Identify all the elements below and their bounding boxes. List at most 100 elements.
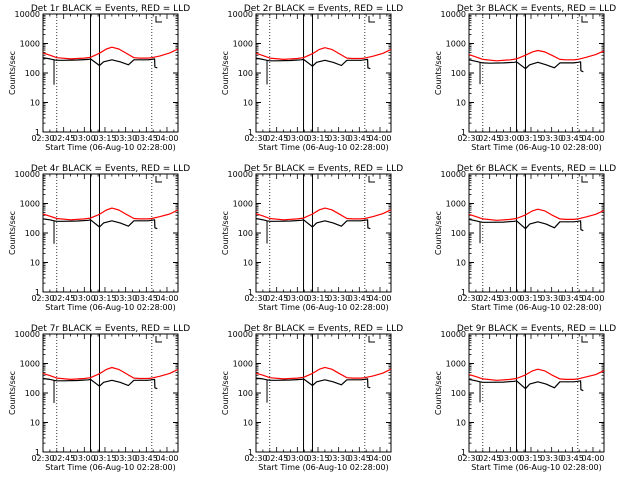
x-tick-label: 03:00 <box>73 454 96 463</box>
y-tick-label: 10 <box>243 99 253 108</box>
y-tick-label: 1 <box>461 448 466 457</box>
plot-frame <box>42 13 179 133</box>
panel-title: Det 5r BLACK = Events, RED = LLD <box>244 164 403 174</box>
chart-panel-det-4r: Det 4r BLACK = Events, RED = LLD 1 10 100 10… <box>8 164 190 312</box>
chart-panel-det-3r: Det 3r BLACK = Events, RED = LLD 1 10 100 10… <box>434 4 616 152</box>
x-tick-label: 02:30 <box>457 454 480 463</box>
y-tick-label: 1000 <box>233 200 253 209</box>
plot-frame <box>255 173 392 293</box>
y-tick-label: 10 <box>30 259 40 268</box>
x-tick-label: 02:45 <box>52 294 75 303</box>
corner-bracket-icon <box>155 336 162 343</box>
x-tick-label: 03:00 <box>499 294 522 303</box>
x-tick-label: 04:00 <box>155 294 178 303</box>
y-tick-label: 10000 <box>441 170 466 179</box>
series-line-lld <box>42 46 179 60</box>
x-tick-label: 03:00 <box>73 294 96 303</box>
y-tick-label: 100 <box>25 69 40 78</box>
y-tick-label: 100 <box>25 229 40 238</box>
corner-bracket-icon <box>581 336 588 343</box>
series-line-events <box>468 59 584 73</box>
x-tick-label: 03:15 <box>519 454 542 463</box>
corner-bracket-icon <box>581 176 588 183</box>
y-tick-label: 10 <box>456 419 466 428</box>
series-line-events <box>255 377 371 389</box>
y-tick-label: 10000 <box>15 170 40 179</box>
series-line-lld <box>468 49 605 62</box>
panel-title: Det 2r BLACK = Events, RED = LLD <box>244 4 403 14</box>
x-tick-label: 04:00 <box>581 454 604 463</box>
y-tick-label: 1 <box>248 448 253 457</box>
x-tick-label: 02:45 <box>265 294 288 303</box>
y-tick-label: 10 <box>243 419 253 428</box>
x-tick-label: 03:45 <box>135 294 158 303</box>
y-tick-label: 1000 <box>20 360 40 369</box>
y-tick-label: 100 <box>451 389 466 398</box>
x-tick-label: 03:15 <box>93 294 116 303</box>
series-line-lld <box>255 47 392 60</box>
x-tick-label: 03:00 <box>499 134 522 143</box>
y-tick-label: 100 <box>238 229 253 238</box>
plot-frame <box>42 333 179 453</box>
x-tick-label: 03:30 <box>327 454 350 463</box>
x-tick-label: 02:30 <box>244 454 267 463</box>
plot-frame <box>468 173 605 293</box>
series-line-events <box>468 218 584 232</box>
x-tick-label: 03:45 <box>561 134 584 143</box>
panel-title: Det 1r BLACK = Events, RED = LLD <box>31 4 190 14</box>
y-tick-label: 100 <box>25 389 40 398</box>
x-axis-title: Start Time (06-Aug-10 02:28:00) <box>471 143 602 152</box>
x-tick-label: 02:45 <box>265 454 288 463</box>
y-tick-label: 10000 <box>15 10 40 19</box>
x-tick-label: 02:45 <box>52 134 75 143</box>
y-tick-label: 10000 <box>15 330 40 339</box>
y-tick-label: 1000 <box>233 360 253 369</box>
y-tick-label: 100 <box>451 229 466 238</box>
panel-title: Det 4r BLACK = Events, RED = LLD <box>31 164 190 174</box>
x-tick-label: 04:00 <box>368 294 391 303</box>
y-tick-label: 10 <box>30 419 40 428</box>
x-tick-label: 04:00 <box>368 454 391 463</box>
corner-bracket-icon <box>155 176 162 183</box>
x-tick-label: 03:45 <box>135 134 158 143</box>
x-tick-label: 02:30 <box>31 454 54 463</box>
y-tick-label: 1 <box>461 288 466 297</box>
y-tick-label: 1000 <box>233 40 253 49</box>
x-tick-label: 02:45 <box>265 134 288 143</box>
x-tick-label: 04:00 <box>155 134 178 143</box>
x-tick-label: 03:45 <box>348 134 371 143</box>
x-tick-label: 03:30 <box>327 134 350 143</box>
y-tick-label: 10000 <box>228 330 253 339</box>
x-tick-label: 03:15 <box>306 294 329 303</box>
y-tick-label: 1 <box>35 448 40 457</box>
series-line-events <box>468 378 584 392</box>
x-tick-label: 03:30 <box>540 134 563 143</box>
y-tick-label: 100 <box>238 389 253 398</box>
y-tick-label: 1 <box>248 288 253 297</box>
y-tick-label: 1 <box>248 128 253 137</box>
series-line-lld <box>42 366 179 380</box>
y-tick-label: 100 <box>451 69 466 78</box>
y-tick-label: 1000 <box>20 200 40 209</box>
x-tick-label: 03:30 <box>114 294 137 303</box>
chart-panel-det-2r: Det 2r BLACK = Events, RED = LLD 1 10 100 10… <box>221 4 403 152</box>
y-axis-title: Counts/sec <box>221 371 230 415</box>
corner-bracket-icon <box>155 16 162 23</box>
x-tick-label: 02:45 <box>52 454 75 463</box>
y-tick-label: 10 <box>456 99 466 108</box>
plot-frame <box>42 173 179 293</box>
y-tick-label: 1000 <box>446 360 466 369</box>
panel-title: Det 8r BLACK = Events, RED = LLD <box>244 324 403 334</box>
y-tick-label: 1000 <box>446 200 466 209</box>
plot-frame <box>255 333 392 453</box>
x-tick-label: 03:00 <box>499 454 522 463</box>
x-axis-title: Start Time (06-Aug-10 02:28:00) <box>258 143 389 152</box>
x-axis-title: Start Time (06-Aug-10 02:28:00) <box>258 463 389 472</box>
y-tick-label: 10 <box>456 259 466 268</box>
x-tick-label: 03:00 <box>286 454 309 463</box>
x-tick-label: 03:00 <box>286 134 309 143</box>
x-tick-label: 04:00 <box>155 454 178 463</box>
x-tick-label: 03:30 <box>540 454 563 463</box>
x-tick-label: 03:45 <box>348 294 371 303</box>
